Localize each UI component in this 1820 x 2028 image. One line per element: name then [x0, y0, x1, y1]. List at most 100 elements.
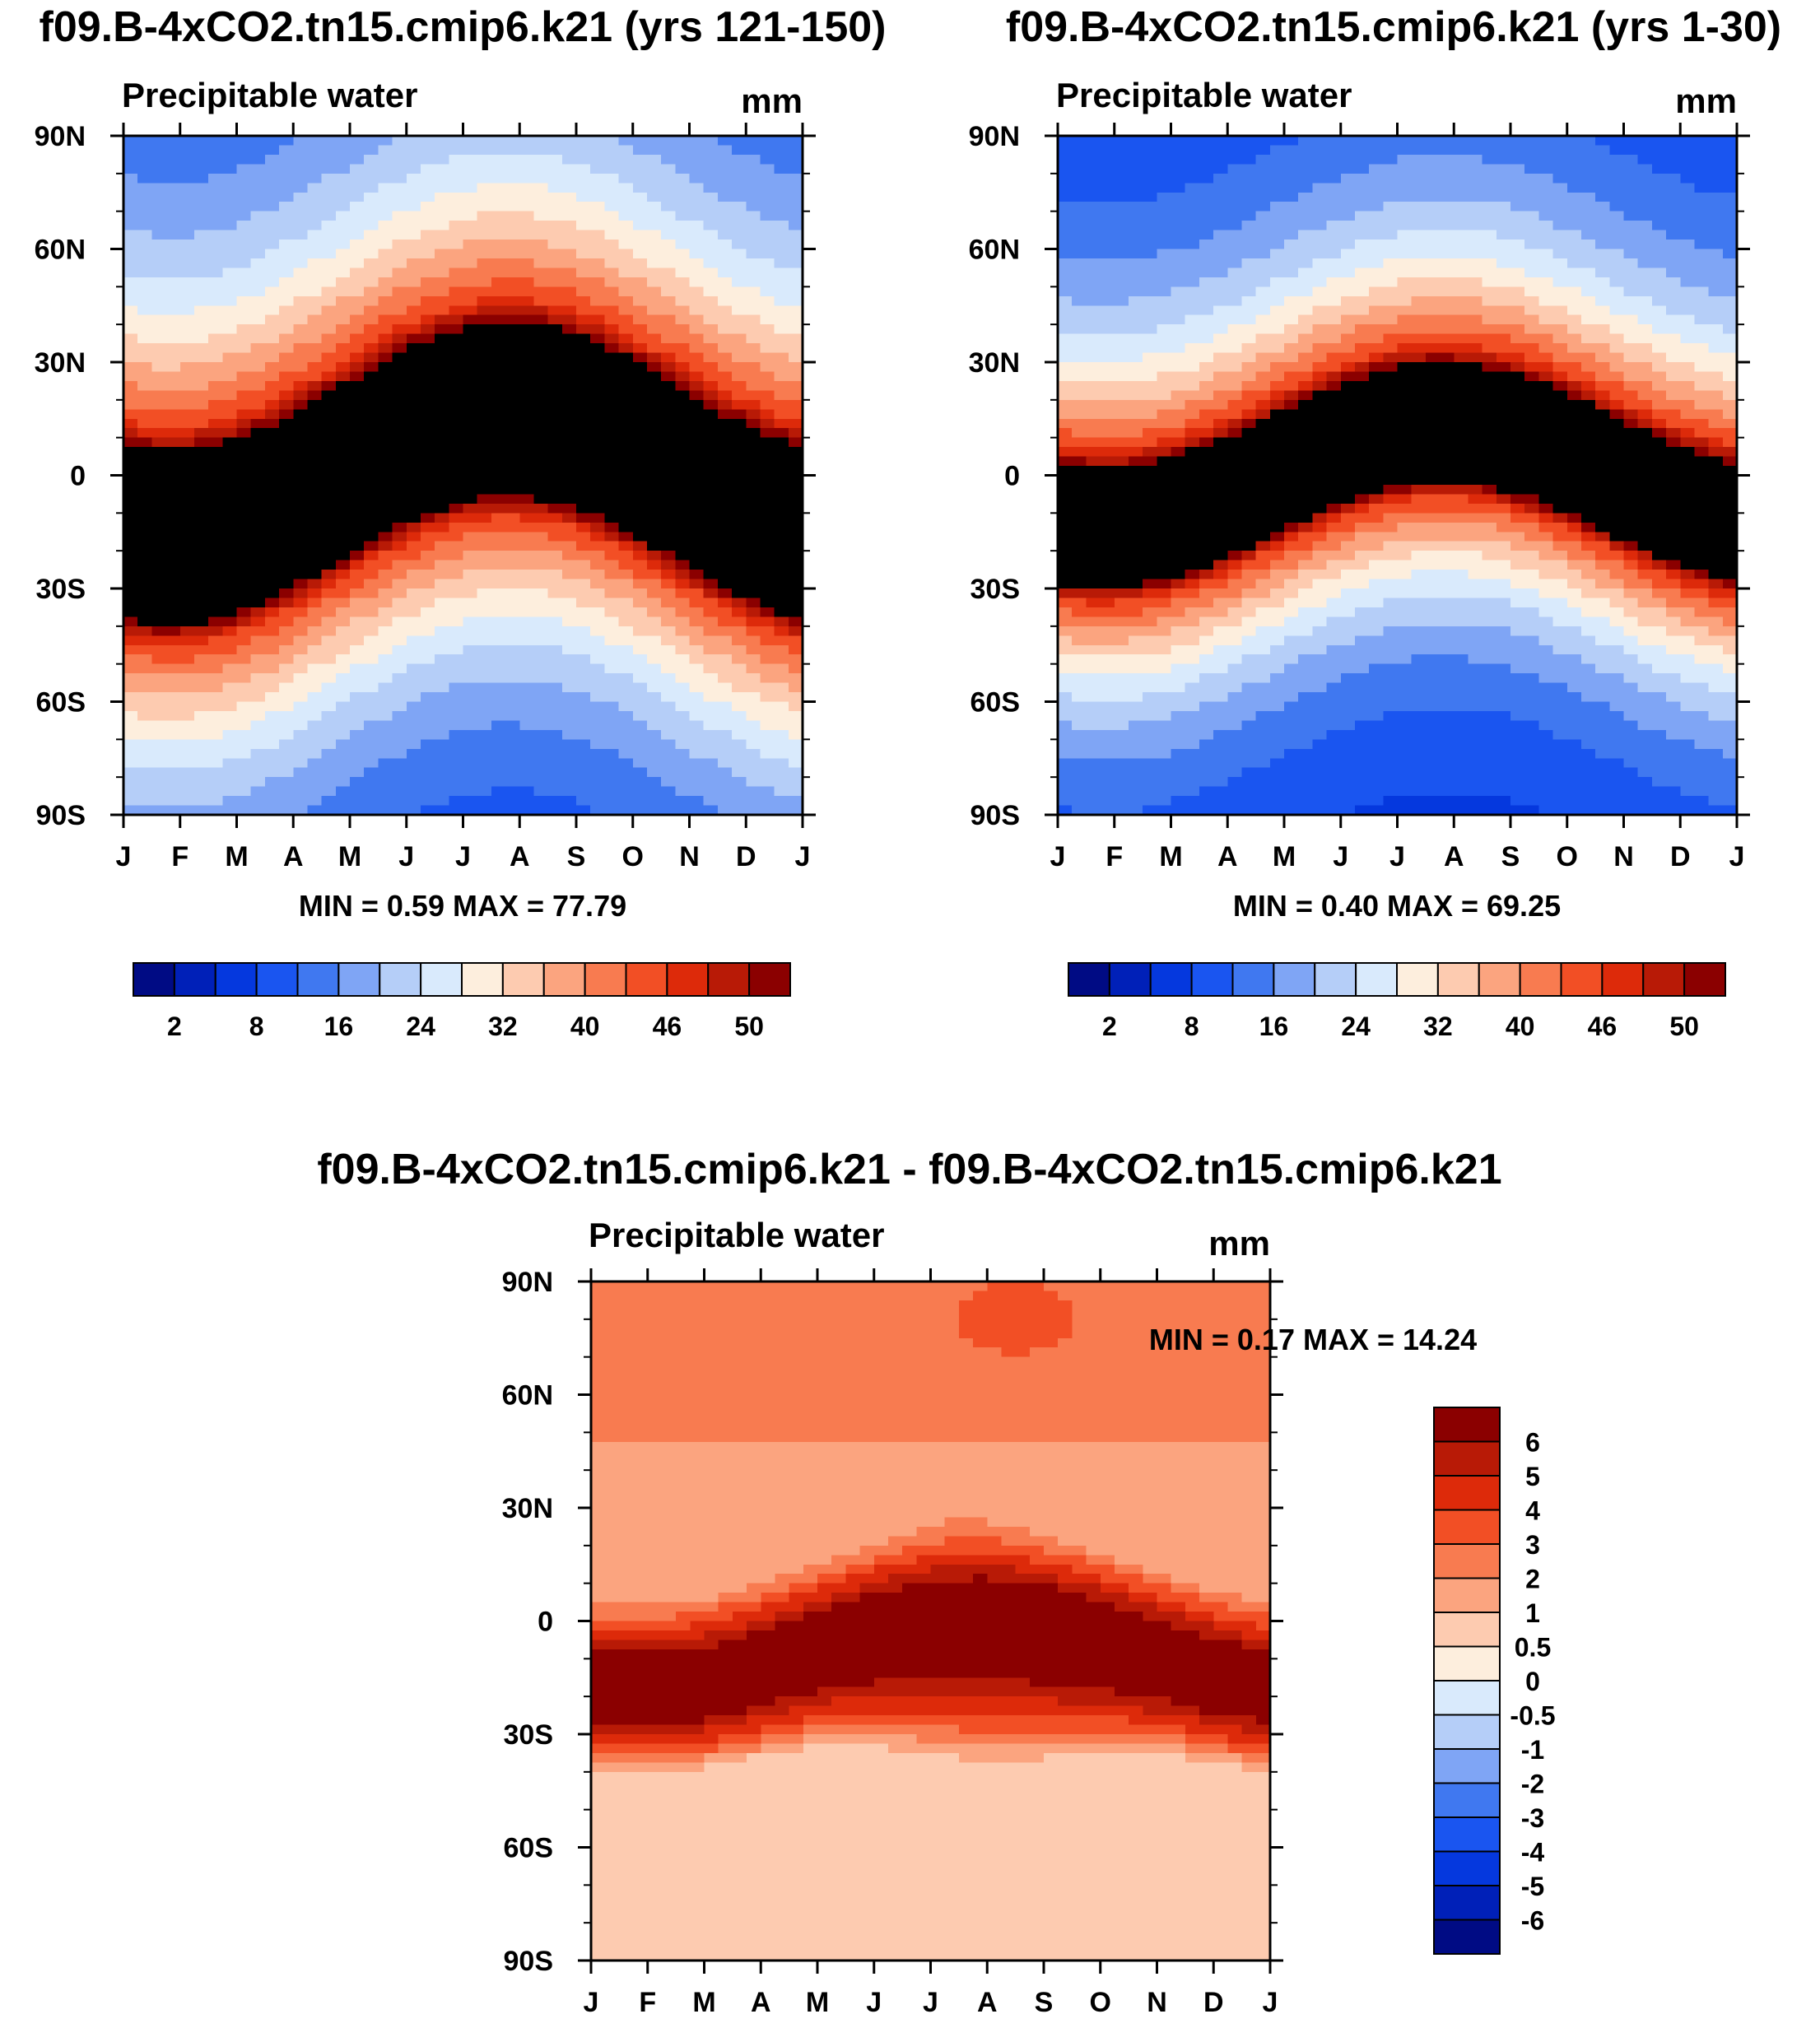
field-cell [321, 503, 337, 514]
field-cell [477, 701, 492, 712]
field-cell [491, 729, 506, 740]
field-cell [392, 532, 407, 542]
field-cell [1185, 701, 1200, 712]
field-cell [576, 710, 591, 722]
field-cell [179, 748, 195, 759]
field-cell [1086, 588, 1101, 599]
field-cell [689, 560, 705, 570]
field-cell [165, 786, 181, 797]
field-cell [279, 447, 294, 458]
field-cell [760, 286, 775, 297]
field-cell [222, 286, 238, 297]
field-cell [1213, 682, 1228, 693]
field-cell [321, 380, 337, 391]
field-cell [208, 484, 223, 495]
field-cell [435, 324, 449, 335]
field-cell [364, 579, 379, 589]
field-cell [1284, 295, 1299, 306]
field-cell [123, 173, 138, 184]
field-cell [1185, 796, 1200, 807]
field-cell [236, 211, 252, 221]
field-cell [321, 494, 337, 505]
field-cell [703, 352, 719, 363]
field-cell [420, 466, 435, 477]
field-cell [1143, 447, 1157, 458]
field-cell [689, 616, 705, 627]
field-cell [1326, 267, 1342, 278]
field-cell [1171, 164, 1186, 174]
field-cell [760, 173, 775, 184]
field-cell [632, 466, 648, 477]
field-cell [774, 767, 789, 778]
field-cell [646, 352, 662, 363]
field-cell [618, 456, 634, 467]
field-cell [1269, 277, 1285, 287]
field-cell [435, 333, 449, 344]
field-cell [406, 380, 421, 391]
field-cell [505, 598, 520, 608]
field-cell [505, 418, 520, 429]
field-cell [279, 579, 294, 589]
field-cell [293, 211, 309, 221]
field-cell [675, 748, 691, 759]
field-cell [1128, 551, 1143, 561]
field-cell [165, 352, 181, 363]
field-cell [703, 663, 719, 674]
field-cell [774, 805, 789, 816]
field-cell [264, 607, 280, 617]
field-cell [689, 663, 705, 674]
field-cell [208, 437, 223, 448]
field-cell [1157, 314, 1172, 325]
field-cell [689, 456, 705, 467]
field-cell [1241, 598, 1257, 608]
field-cell [1157, 484, 1172, 495]
field-cell [1227, 777, 1243, 788]
field-cell [774, 437, 789, 448]
field-cell [1199, 456, 1214, 467]
field-cell [208, 588, 223, 599]
field-cell [1199, 588, 1214, 599]
field-cell [590, 758, 605, 769]
field-cell [491, 767, 506, 778]
field-cell [1255, 192, 1271, 202]
colorbar-label: 32 [488, 1012, 518, 1041]
field-cell [1199, 635, 1214, 646]
field-cell [703, 579, 719, 589]
field-cell [350, 635, 365, 646]
field-cell [533, 249, 549, 259]
field-cell [1298, 286, 1313, 297]
field-cell [760, 739, 775, 750]
field-cell [1058, 626, 1073, 636]
field-cell [604, 777, 620, 788]
field-cell [449, 418, 464, 429]
field-cell [491, 644, 506, 655]
field-cell [1269, 418, 1285, 429]
field-cell [179, 522, 195, 533]
field-cell [1284, 682, 1299, 693]
field-cell [646, 484, 662, 495]
field-cell [646, 644, 662, 655]
field-cell [406, 295, 421, 306]
field-cell [533, 635, 549, 646]
field-cell [717, 295, 733, 306]
field-cell [321, 796, 337, 807]
field-cell [774, 183, 789, 193]
field-cell [364, 183, 379, 193]
field-cell [123, 701, 138, 712]
field-cell [576, 362, 591, 373]
field-cell [1128, 314, 1143, 325]
field-cell [632, 173, 648, 184]
field-cell [561, 541, 577, 551]
field-cell [533, 494, 549, 505]
field-cell [364, 447, 379, 458]
field-cell [364, 635, 379, 646]
field-cell [1213, 570, 1228, 580]
field-cell [1241, 777, 1257, 788]
field-cell [137, 267, 152, 278]
field-cell [1326, 183, 1342, 193]
field-cell [1326, 173, 1342, 184]
field-cell [618, 522, 634, 533]
field-cell [1213, 607, 1228, 617]
field-cell [179, 277, 195, 287]
field-cell [1143, 701, 1157, 712]
